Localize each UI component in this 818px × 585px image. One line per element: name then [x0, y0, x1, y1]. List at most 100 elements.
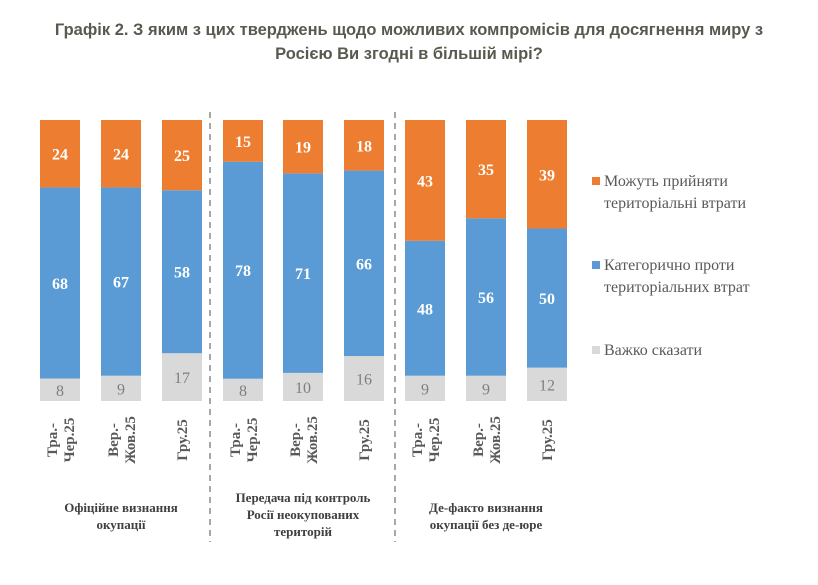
x-tick-label: Гру.25 [175, 419, 191, 461]
group-separators [209, 112, 396, 542]
data-label: 35 [478, 162, 494, 179]
chart-title-line-1: Графік 2. З яким з цих тверджень щодо мо… [54, 21, 764, 39]
bar-segment [344, 120, 384, 171]
bar-segment [527, 228, 567, 368]
legend-item: Важко сказати [592, 342, 703, 359]
legend-label-line: Категорично проти [604, 257, 735, 274]
legend-item: Можуть прийняти територіальні втрати [592, 173, 746, 212]
data-label: 56 [478, 290, 494, 307]
bar-segment [101, 120, 141, 188]
bar-segment [223, 378, 263, 401]
x-tick-label: Тра.-Чер.25 [410, 418, 443, 463]
bar-segment [344, 356, 384, 401]
x-tick-label-line: Вер.- [288, 423, 304, 457]
legend: Можуть прийняти територіальні втрати Катег… [592, 173, 750, 359]
bar-segment [405, 240, 445, 376]
bar-segment [40, 187, 80, 379]
data-label: 67 [113, 275, 129, 292]
group-label-line: територій [274, 524, 332, 539]
legend-label: Можуть прийняти територіальні втрати [604, 173, 746, 212]
x-tick-label-line: Тра.- [45, 423, 61, 457]
chart-title: Графік 2. З яким з цих тверджень щодо мо… [0, 18, 818, 66]
bar-segment [101, 187, 141, 376]
x-tick-label-line: Жов.25 [488, 416, 504, 464]
group-label-line: Офіційне визнання [64, 500, 178, 515]
bar-segment [162, 120, 202, 191]
bar-segment [405, 375, 445, 401]
data-label: 9 [421, 381, 429, 398]
bar-segment [162, 190, 202, 354]
group-label-line: Росії неокупованих [247, 507, 360, 522]
data-label: 18 [356, 138, 372, 155]
data-label: 8 [56, 383, 64, 400]
x-tick-label: Тра.-Чер.25 [228, 418, 261, 463]
data-label: 39 [539, 167, 555, 184]
x-tick-label-line: Чер.25 [427, 418, 443, 463]
bar-segment [162, 353, 202, 401]
x-tick-label-line: Тра.- [410, 423, 426, 457]
bar-segment [223, 120, 263, 162]
x-tick-label: Вер.-Жов.25 [288, 416, 321, 464]
group-labels: Офіційне визнання окупації Передача під ко… [64, 490, 543, 539]
chart-title-line-2: Росією Ви згодні в більшій мірі? [275, 45, 543, 63]
legend-label-line: Важко сказати [604, 342, 703, 359]
bar-segment [344, 170, 384, 357]
legend-swatch [592, 261, 600, 269]
data-label: 16 [356, 372, 372, 389]
x-tick-label-line: Гру.25 [357, 419, 373, 461]
bar-segment [466, 120, 506, 219]
data-label: 43 [417, 173, 433, 190]
bar-segment [40, 378, 80, 401]
x-tick-label: Вер.-Жов.25 [106, 416, 139, 464]
legend-swatch [592, 177, 600, 185]
bar-segment [527, 120, 567, 229]
group-label-line: Передача під контроль [236, 490, 371, 505]
data-label: 48 [417, 301, 433, 318]
data-label: 8 [239, 383, 247, 400]
x-tick-label: Гру.25 [357, 419, 373, 461]
data-label: 58 [174, 265, 190, 282]
x-tick-label-line: Гру.25 [540, 419, 556, 461]
data-label: 19 [295, 140, 311, 157]
legend-label: Категорично проти територіальних втрат [604, 257, 750, 296]
data-label: 25 [174, 148, 190, 165]
group-label-line: окупації без де-юре [430, 517, 543, 532]
legend-swatch [592, 346, 600, 354]
bar-segment [283, 372, 323, 401]
x-tick-label-line: Тра.- [228, 423, 244, 457]
data-label: 68 [52, 276, 68, 293]
legend-label-line: Можуть прийняти [604, 173, 728, 190]
data-label: 9 [117, 381, 125, 398]
data-label: 15 [235, 134, 251, 151]
x-tick-label-line: Чер.25 [245, 418, 261, 463]
legend-label-line: територіальні втрати [604, 195, 746, 212]
bar-segment [223, 161, 263, 379]
legend-item: Категорично проти територіальних втрат [592, 257, 750, 296]
group-label: Офіційне визнання окупації [64, 500, 178, 532]
data-label: 17 [174, 370, 190, 387]
x-tick-label-line: Вер.- [471, 423, 487, 457]
bar-segment [283, 173, 323, 373]
group-label-line: Де-факто визнання [429, 500, 543, 515]
group-label: Передача під контроль Росії неокупованих т… [236, 490, 371, 539]
group-label: Де-факто визнання окупації без де-юре [429, 500, 543, 532]
data-label: 24 [52, 147, 68, 164]
x-tick-label-line: Чер.25 [62, 418, 78, 463]
x-tick-label: Гру.25 [540, 419, 556, 461]
bar-segment [527, 367, 567, 401]
data-label: 78 [235, 263, 251, 280]
x-tick-labels: Тра.-Чер.25 Вер.-Жов.25 Гру.25 Тра.-Чер.25 В… [45, 416, 556, 464]
bar-segment [101, 375, 141, 401]
bars-layer: 8 68 24 9 67 24 17 58 25 8 78 15 10 71 19 16 66 18 9 48 43 9 5… [40, 120, 567, 401]
data-label: 9 [482, 381, 490, 398]
x-tick-label: Тра.-Чер.25 [45, 418, 78, 463]
data-label: 66 [356, 256, 372, 273]
x-tick-label-line: Вер.- [106, 423, 122, 457]
group-label-line: окупації [96, 517, 145, 532]
x-tick-label-line: Жов.25 [305, 416, 321, 464]
data-label: 24 [113, 147, 129, 164]
bar-segment [40, 120, 80, 188]
bar-segment [405, 120, 445, 241]
x-tick-label-line: Жов.25 [123, 416, 139, 464]
x-tick-label-line: Гру.25 [175, 419, 191, 461]
